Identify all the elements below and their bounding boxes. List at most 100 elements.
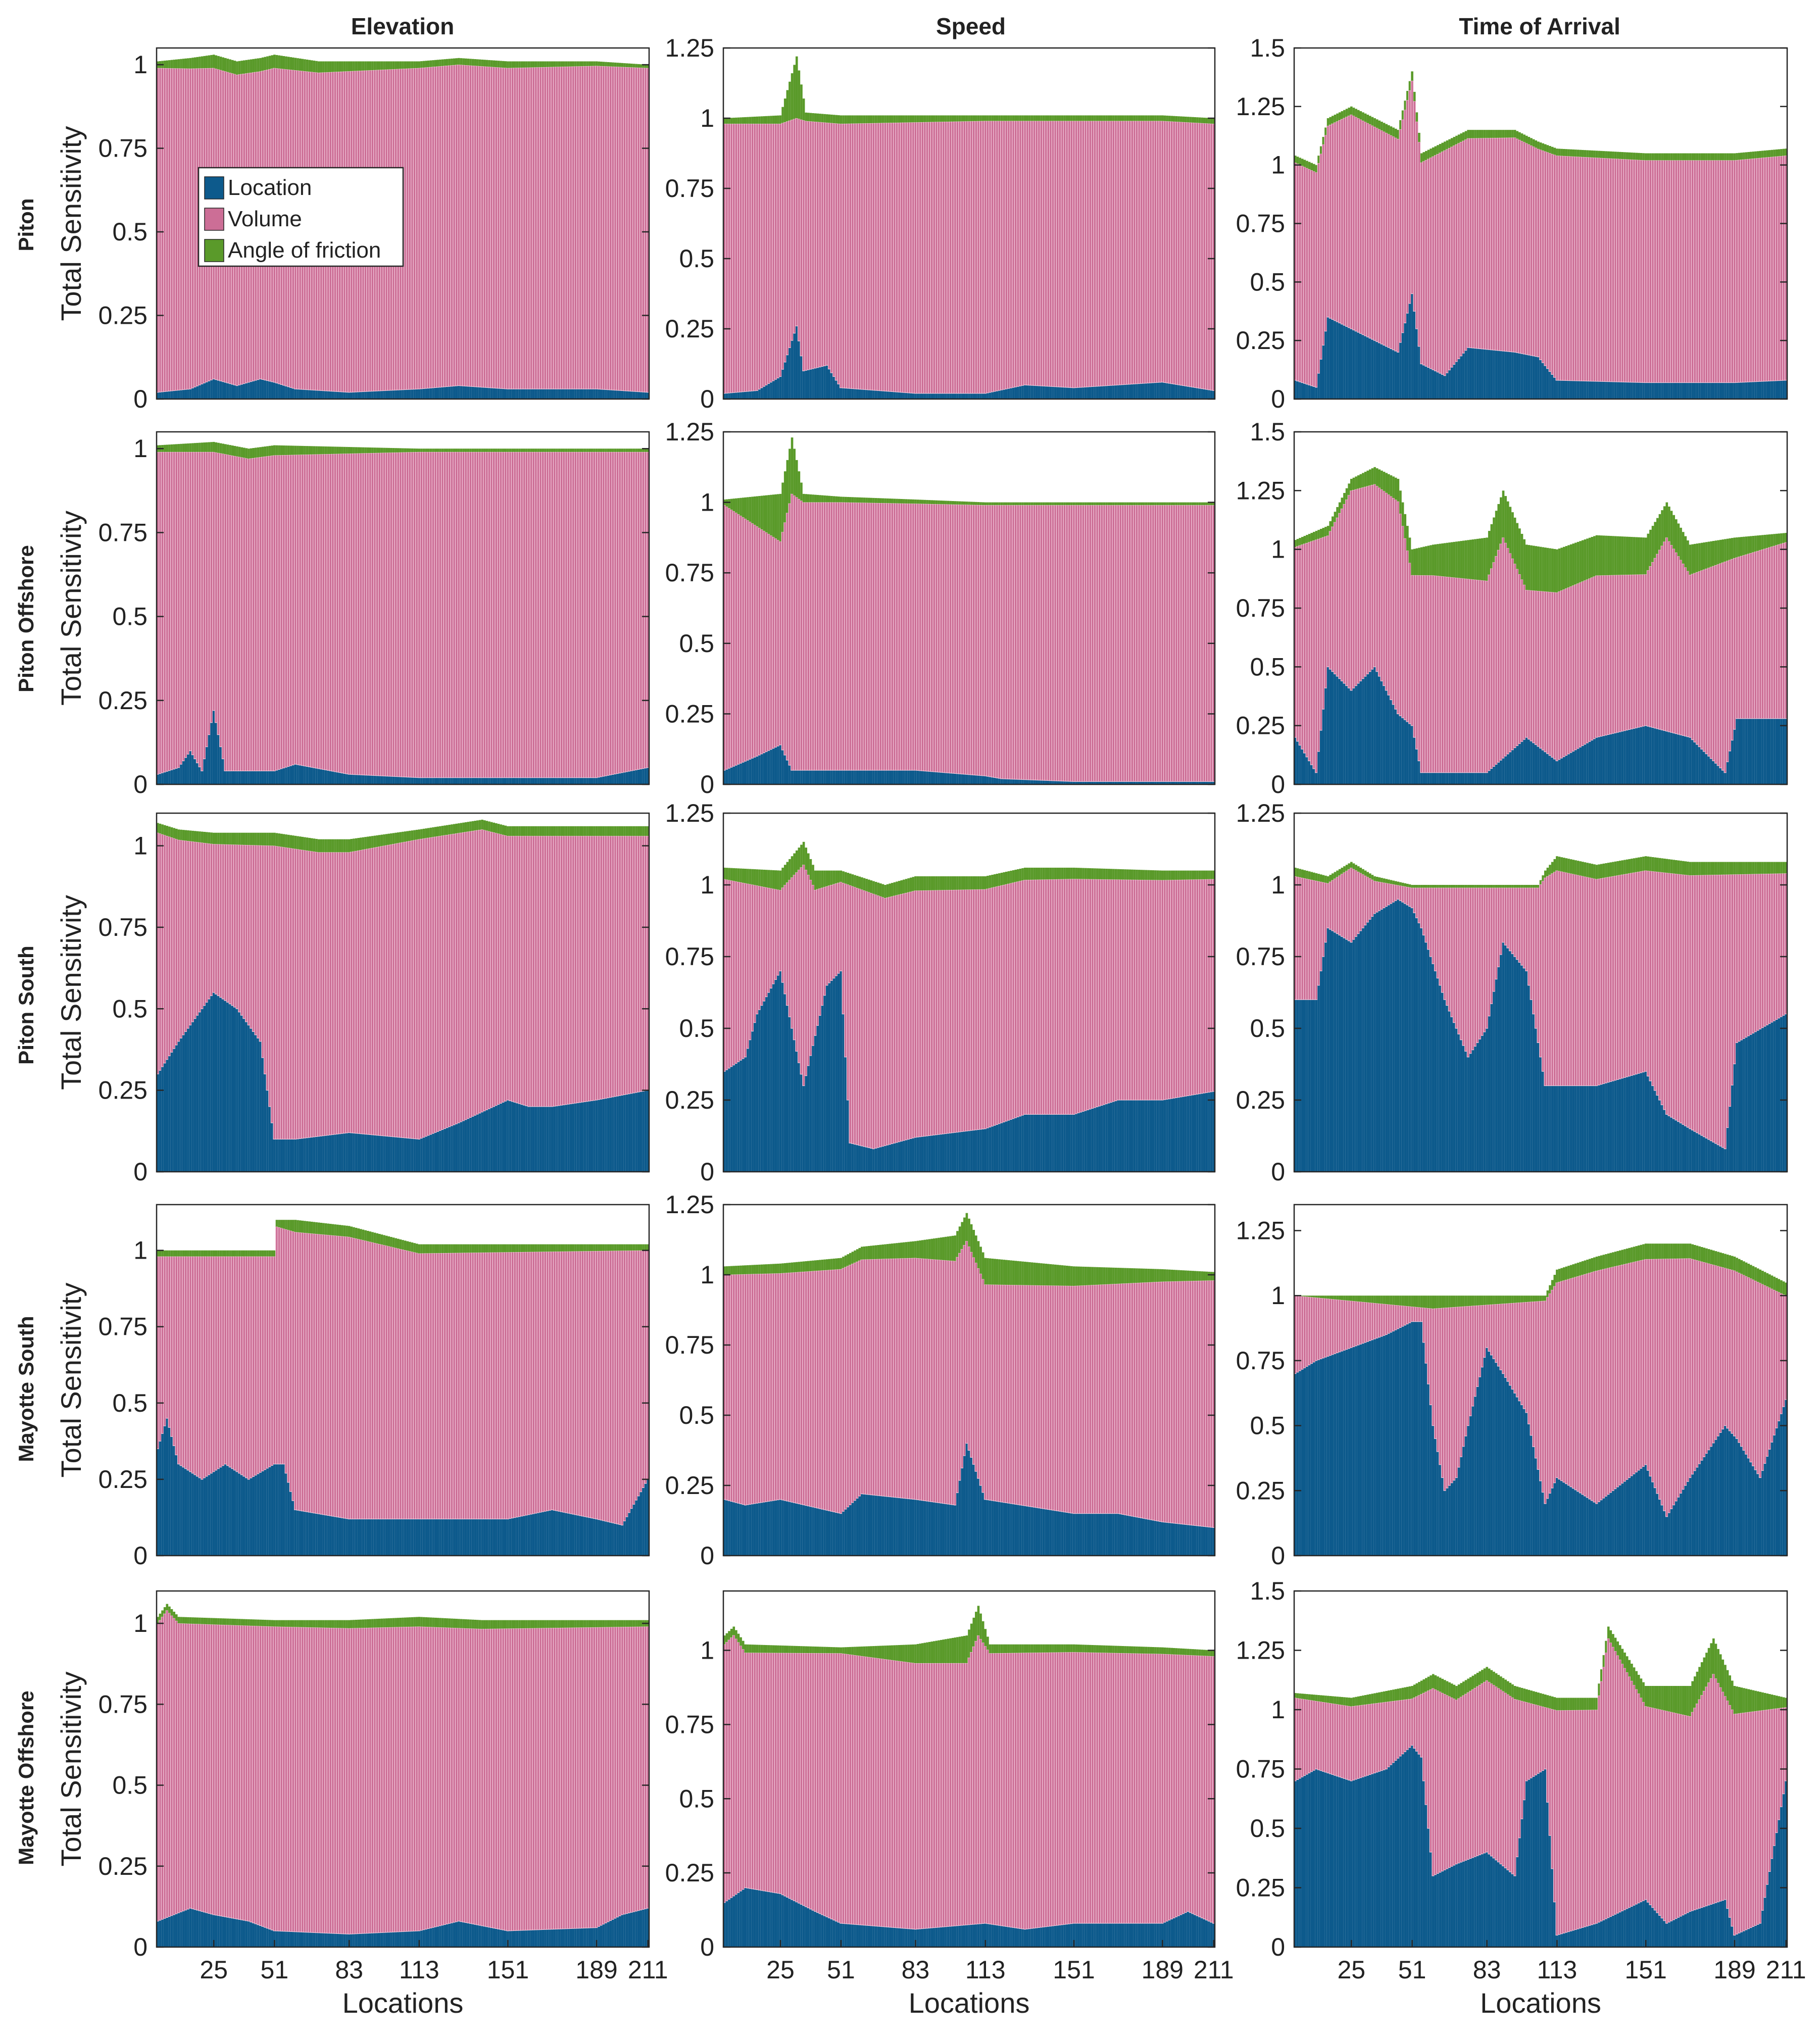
bar-location xyxy=(812,1046,814,1172)
bar-volume xyxy=(210,843,213,997)
bar-volume xyxy=(544,67,547,389)
bar-location xyxy=(961,1131,963,1172)
bar-volume xyxy=(1179,121,1183,386)
bar-angle-of-friction xyxy=(425,61,428,68)
bar-location xyxy=(1684,736,1687,784)
bar-angle-of-friction xyxy=(334,61,336,72)
bar-angle-of-friction xyxy=(187,830,189,841)
bar-volume xyxy=(1731,559,1734,741)
bar-angle-of-friction xyxy=(1161,115,1164,121)
bar-angle-of-friction xyxy=(471,59,474,66)
bar-location xyxy=(317,1136,320,1172)
bar-angle-of-friction xyxy=(563,826,565,836)
bar-angle-of-friction xyxy=(289,445,292,455)
bar-location xyxy=(458,777,460,784)
bar-location xyxy=(203,759,206,784)
bar-angle-of-friction xyxy=(355,447,358,454)
bar-angle-of-friction xyxy=(812,113,814,122)
bar-volume xyxy=(888,503,892,771)
bar-location xyxy=(795,326,798,399)
bar-location xyxy=(1208,389,1210,399)
bar-location xyxy=(1520,354,1523,399)
bar-location xyxy=(1607,734,1610,784)
bar-angle-of-friction xyxy=(308,446,311,455)
bar-volume xyxy=(159,833,162,1071)
bar-angle-of-friction xyxy=(411,448,414,453)
bar-location xyxy=(1481,772,1484,784)
bar-location xyxy=(963,393,966,399)
bar-angle-of-friction xyxy=(600,449,603,452)
bar-volume xyxy=(1387,133,1391,348)
bar-location xyxy=(1430,368,1432,399)
bar-volume xyxy=(979,889,982,1130)
bar-volume xyxy=(1724,160,1727,383)
y-tick-label: 0.25 xyxy=(665,315,714,343)
bar-location xyxy=(921,393,924,399)
bar-angle-of-friction xyxy=(266,56,269,70)
bar-angle-of-friction xyxy=(760,116,763,124)
bar-location xyxy=(1511,750,1514,784)
bar-location xyxy=(495,777,498,784)
bar-location xyxy=(1628,729,1631,784)
bar-volume xyxy=(282,455,285,769)
bar-angle-of-friction xyxy=(837,870,840,883)
bar-angle-of-friction xyxy=(1082,502,1085,506)
bar-angle-of-friction xyxy=(1319,529,1322,538)
bar-location xyxy=(900,392,903,399)
bar-location xyxy=(1759,718,1762,784)
bar-volume xyxy=(853,502,857,771)
bar-angle-of-friction xyxy=(1159,502,1161,506)
bar-angle-of-friction xyxy=(238,61,241,75)
bar-angle-of-friction xyxy=(504,825,507,836)
bar-volume xyxy=(1427,575,1430,773)
bar-volume xyxy=(1065,505,1069,782)
bar-volume xyxy=(499,452,503,778)
bar-angle-of-friction xyxy=(1326,526,1330,536)
bar-angle-of-friction xyxy=(534,449,537,452)
bar-volume xyxy=(441,66,444,387)
bar-volume xyxy=(1546,152,1549,369)
y-tick-label: 0.75 xyxy=(99,913,147,941)
bar-location xyxy=(357,774,360,784)
bar-volume xyxy=(263,845,267,1074)
bar-angle-of-friction xyxy=(579,61,581,67)
bar-location xyxy=(338,391,341,399)
bar-location xyxy=(520,777,523,784)
bar-angle-of-friction xyxy=(965,876,968,890)
bar-volume xyxy=(480,452,484,778)
bar-volume xyxy=(1504,137,1507,352)
bar-angle-of-friction xyxy=(725,118,728,124)
bar-location xyxy=(173,769,175,784)
bar-volume xyxy=(434,66,437,388)
bar-angle-of-friction xyxy=(1556,148,1558,156)
bar-location xyxy=(1631,382,1633,399)
bar-angle-of-friction xyxy=(1096,502,1099,506)
bar-volume xyxy=(534,835,537,1107)
bar-volume xyxy=(1403,109,1407,324)
bar-location xyxy=(360,391,362,399)
bar-location xyxy=(453,777,456,784)
bar-volume xyxy=(1191,505,1195,782)
bar-location xyxy=(560,1105,563,1172)
bar-volume xyxy=(958,121,961,394)
bar-angle-of-friction xyxy=(823,114,826,123)
bar-volume xyxy=(1728,559,1732,752)
bar-location xyxy=(455,1124,458,1172)
bar-volume xyxy=(312,454,316,768)
bar-location xyxy=(583,777,586,784)
bar-volume xyxy=(1604,158,1608,382)
bar-location xyxy=(1205,781,1208,784)
bar-volume xyxy=(1079,505,1083,782)
bar-location xyxy=(1341,324,1344,399)
bar-volume xyxy=(242,457,246,772)
bar-location xyxy=(212,992,215,1172)
bar-volume xyxy=(1464,139,1467,351)
bar-angle-of-friction xyxy=(432,827,434,837)
bar-location xyxy=(504,777,507,784)
bar-volume xyxy=(161,834,164,1067)
bar-angle-of-friction xyxy=(1334,512,1337,522)
bar-angle-of-friction xyxy=(1495,130,1498,138)
bar-location xyxy=(170,770,173,784)
bar-location xyxy=(744,761,747,784)
bar-location xyxy=(1030,385,1034,399)
